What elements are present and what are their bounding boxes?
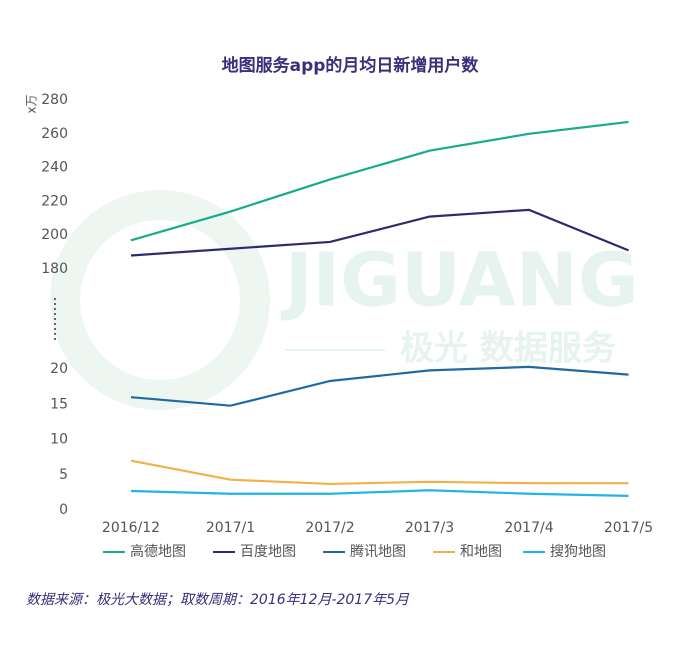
legend-label: 和地图 <box>460 544 502 560</box>
y-tick-label: 180 <box>41 261 68 277</box>
footnote: 数据来源：极光大数据；取数周期：2016年12月-2017年5月 <box>26 592 410 608</box>
y-axis-label: x万 <box>25 94 39 113</box>
x-tick-label: 2017/1 <box>206 520 255 536</box>
watermark-logo <box>50 190 270 410</box>
x-tick-label: 2017/3 <box>405 520 454 536</box>
series-line <box>130 365 629 407</box>
x-tick-label: 2016/12 <box>102 520 160 536</box>
series-line <box>130 489 629 497</box>
y-tick-label: 5 <box>59 467 68 483</box>
y-tick-label: 240 <box>41 160 68 176</box>
y-tick-label: 20 <box>50 361 68 377</box>
chart-title: 地图服务app的月均日新增用户数 <box>222 55 480 76</box>
x-tick-label: 2017/2 <box>305 520 354 536</box>
watermark: JIGUANG <box>280 238 639 324</box>
y-tick-label: 200 <box>41 227 68 243</box>
series-line <box>130 120 629 242</box>
y-tick-label: 0 <box>59 502 68 518</box>
y-tick-label: 220 <box>41 193 68 209</box>
series-line <box>130 459 629 486</box>
watermark: 极光 数据服务 <box>400 329 616 369</box>
legend-label: 高德地图 <box>130 543 186 560</box>
y-tick-label: 280 <box>41 92 68 108</box>
legend-label: 腾讯地图 <box>350 543 406 560</box>
legend-label: 百度地图 <box>240 544 296 560</box>
y-tick-label: 10 <box>50 432 68 448</box>
series-line <box>130 208 629 257</box>
legend-label: 搜狗地图 <box>550 544 606 560</box>
x-tick-label: 2017/5 <box>604 520 653 536</box>
x-tick-label: 2017/4 <box>504 520 553 536</box>
y-tick-label: 260 <box>41 126 68 142</box>
y-tick-label: 15 <box>50 396 68 412</box>
